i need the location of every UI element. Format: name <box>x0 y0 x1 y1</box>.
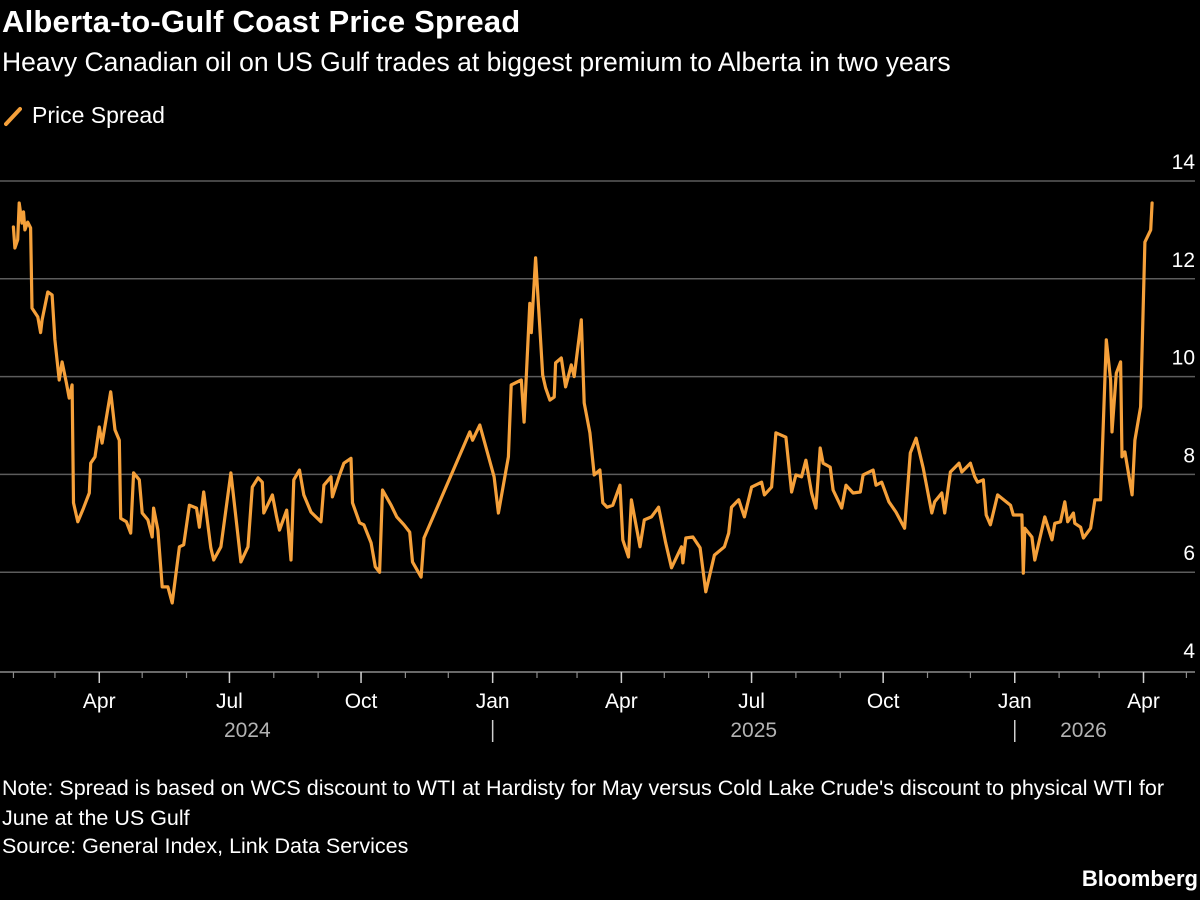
x-tick-label: Jan <box>998 690 1032 713</box>
x-tick-label: Apr <box>83 690 116 713</box>
y-tick-label: 10 <box>1172 347 1195 370</box>
x-tick-label: Apr <box>1127 690 1160 713</box>
y-tick-label: 4 <box>1183 640 1195 663</box>
chart-source: Source: General Index, Link Data Service… <box>2 834 409 858</box>
x-tick-label: Oct <box>345 690 378 713</box>
year-label: 2026 <box>1060 719 1107 742</box>
legend: Price Spread <box>4 102 165 129</box>
legend-line-icon <box>4 106 22 126</box>
chart-note: Note: Spread is based on WCS discount to… <box>2 776 1164 830</box>
y-tick-label: 8 <box>1183 444 1195 467</box>
legend-label: Price Spread <box>32 102 165 128</box>
y-tick-label: 12 <box>1172 249 1195 272</box>
x-tick-label: Jan <box>476 690 510 713</box>
chart-subtitle: Heavy Canadian oil on US Gulf trades at … <box>2 47 951 77</box>
x-tick-label: Jul <box>216 690 243 713</box>
line-chart: 4 6 8 10 12 14 Apr Jul Oct Jan Apr Jul Oct Jan Apr 202… <box>0 151 1196 742</box>
chart-title: Alberta-to-Gulf Coast Price Spread <box>2 4 521 39</box>
year-label: 2024 <box>224 719 271 742</box>
x-tick-label: Oct <box>867 690 900 713</box>
year-label: 2025 <box>730 719 777 742</box>
gridlines <box>0 180 1195 573</box>
x-tick-label: Jul <box>738 690 765 713</box>
bloomberg-logo: Bloomberg <box>1081 866 1198 891</box>
x-axis: Apr Jul Oct Jan Apr Jul Oct Jan Apr 2024 2025 2026 <box>0 671 1195 742</box>
y-tick-label: 14 <box>1172 151 1196 174</box>
price-spread-line <box>11 201 1154 605</box>
y-axis-ticks: 4 6 8 10 12 14 <box>1172 151 1196 663</box>
y-tick-label: 6 <box>1183 542 1195 565</box>
x-tick-label: Apr <box>605 690 638 713</box>
